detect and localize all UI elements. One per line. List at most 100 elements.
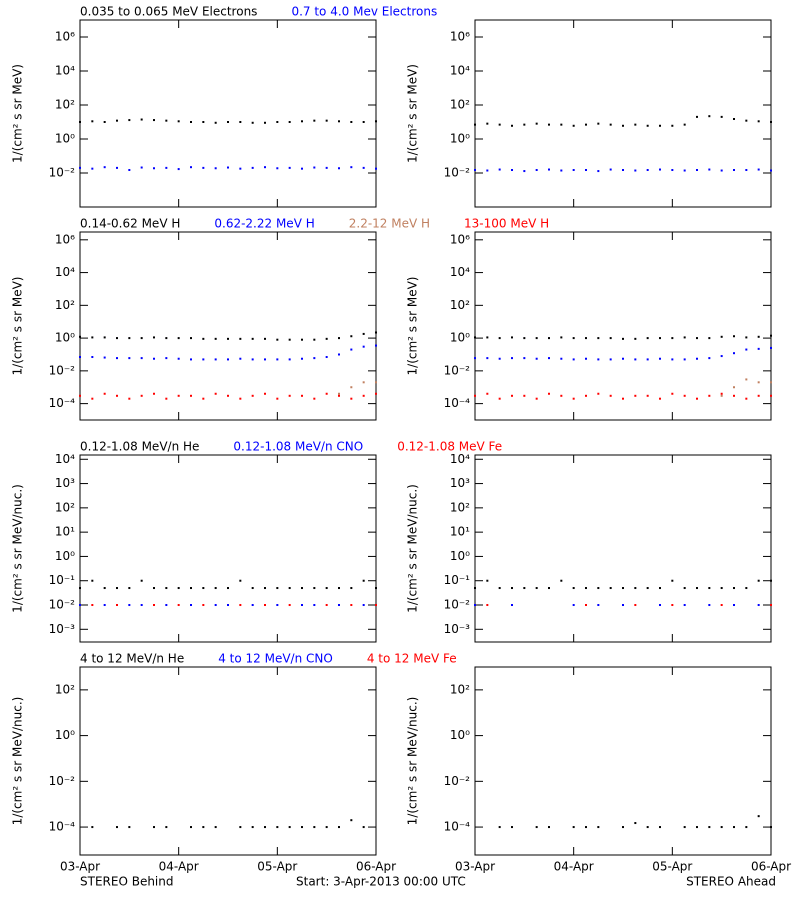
data-point	[276, 358, 279, 361]
y-axis-label: 1/(cm² s sr MeV)	[406, 277, 420, 376]
y-tick-label: 10⁰	[450, 728, 470, 742]
plot-frame	[79, 666, 377, 856]
data-point	[140, 604, 143, 607]
data-point	[511, 336, 513, 339]
data-point	[622, 169, 624, 172]
data-point	[535, 169, 538, 172]
data-point	[597, 337, 600, 340]
data-point	[634, 358, 637, 361]
data-point	[523, 170, 526, 173]
data-point	[696, 397, 698, 400]
data-point	[350, 348, 353, 351]
y-tick-label: 10²	[55, 682, 75, 696]
data-point	[634, 587, 637, 590]
data-point	[128, 337, 131, 340]
data-point	[683, 358, 686, 361]
data-point	[288, 587, 291, 590]
data-point	[671, 579, 674, 582]
data-point	[140, 357, 143, 360]
data-point	[535, 357, 538, 360]
data-point	[770, 346, 772, 349]
data-point	[622, 124, 624, 127]
legend-entry: 0.12-1.08 MeV/n CNO	[233, 440, 363, 454]
data-point	[264, 604, 266, 607]
data-point	[79, 335, 81, 338]
data-point	[770, 169, 772, 172]
legend-entry: 0.7 to 4.0 Mev Electrons	[291, 5, 437, 19]
data-point	[646, 587, 649, 590]
data-point	[770, 579, 772, 582]
x-tick-label: 04-Apr	[159, 860, 199, 874]
data-point	[671, 604, 674, 607]
data-point	[745, 119, 748, 122]
data-point	[202, 121, 205, 123]
y-tick-label: 10⁴	[450, 64, 470, 78]
data-point	[375, 344, 377, 347]
data-point	[572, 358, 575, 361]
data-point	[264, 587, 266, 590]
data-point	[597, 392, 600, 395]
data-point	[153, 357, 155, 360]
data-point	[572, 397, 575, 400]
data-point	[572, 587, 575, 590]
data-point	[733, 118, 735, 121]
data-point	[745, 397, 748, 400]
data-point	[177, 604, 180, 607]
data-point	[103, 604, 106, 607]
data-point	[572, 826, 575, 829]
data-point	[745, 587, 748, 590]
y-tick-label: 10²	[450, 500, 470, 514]
data-point	[301, 587, 303, 590]
data-point	[572, 169, 575, 172]
data-point	[511, 826, 513, 829]
data-point	[227, 121, 229, 123]
data-point	[338, 604, 340, 607]
data-point	[634, 822, 637, 825]
y-tick-label: 10⁴	[55, 64, 75, 78]
data-point	[165, 337, 168, 340]
data-point	[659, 826, 661, 829]
data-point	[288, 394, 291, 397]
data-point	[659, 587, 661, 590]
data-point	[116, 826, 118, 829]
data-point	[239, 121, 242, 123]
plot-frame	[79, 231, 377, 421]
data-point	[474, 123, 476, 126]
data-point	[498, 168, 501, 171]
data-point	[276, 604, 279, 607]
data-point	[362, 121, 365, 123]
data-point	[535, 337, 538, 340]
plot-frame	[474, 666, 772, 856]
data-point	[609, 168, 612, 171]
data-point	[548, 826, 550, 829]
data-point	[770, 381, 772, 384]
data-point	[264, 337, 266, 340]
data-point	[239, 167, 242, 170]
data-point	[622, 604, 624, 607]
data-point	[498, 123, 501, 126]
data-point	[671, 337, 674, 340]
data-point	[276, 167, 279, 170]
data-point	[338, 394, 340, 397]
data-point	[474, 604, 476, 607]
x-tick-label: 03-Apr	[60, 860, 100, 874]
data-point	[79, 121, 81, 123]
y-tick-label: 10⁶	[55, 232, 75, 246]
data-point	[757, 604, 760, 607]
y-tick-label: 10⁻⁴	[444, 396, 471, 410]
y-tick-label: 10⁻²	[49, 166, 76, 180]
data-point	[79, 587, 81, 590]
legend-entry: 0.62-2.22 MeV H	[214, 217, 314, 231]
data-point	[116, 357, 118, 360]
data-point	[486, 604, 489, 607]
data-point	[720, 394, 723, 397]
data-point	[91, 167, 94, 170]
y-tick-label: 10⁻²	[444, 166, 471, 180]
data-point	[227, 604, 229, 607]
data-point	[745, 348, 748, 351]
data-point	[696, 169, 698, 172]
y-axis-label: 1/(cm² s sr MeV)	[11, 64, 25, 163]
y-tick-label: 10⁻¹	[444, 573, 471, 587]
data-point	[659, 337, 661, 340]
